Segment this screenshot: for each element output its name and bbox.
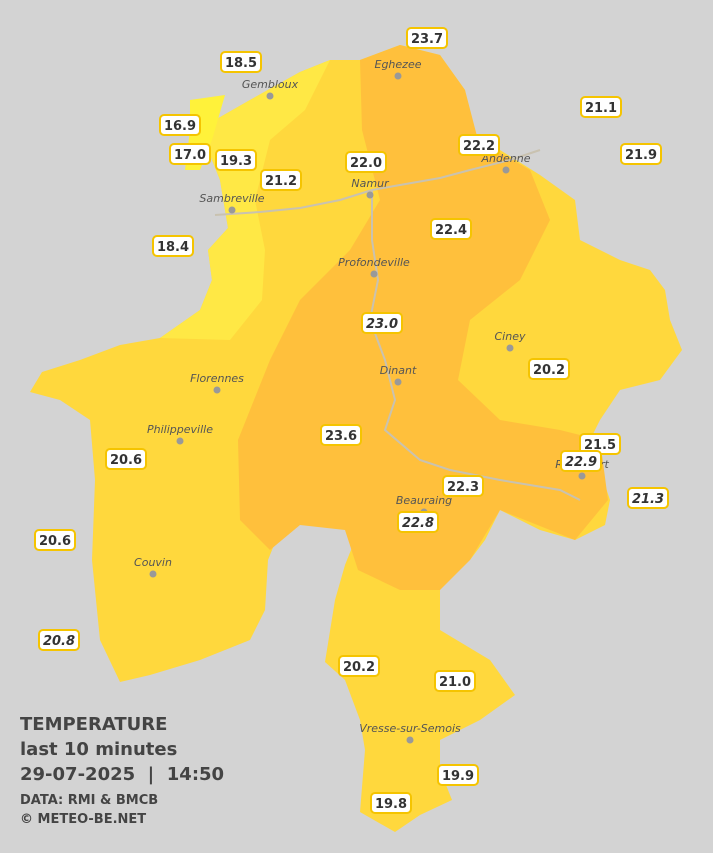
- station-box: [397, 511, 439, 533]
- station-box: [437, 764, 479, 786]
- station-box: [580, 96, 622, 118]
- station-box: [38, 629, 80, 651]
- city-dot: [213, 386, 221, 394]
- city-label: Profondeville: [338, 256, 410, 269]
- cooler-zone: [160, 60, 330, 340]
- city-label: Vresse-sur-Semois: [359, 722, 461, 735]
- station-temperature: 22.4: [435, 223, 467, 238]
- station-temperature: 21.2: [265, 174, 297, 189]
- station-box: [430, 218, 472, 240]
- station-temperature: 18.5: [225, 56, 257, 71]
- station-box: [442, 475, 484, 497]
- legend-title: TEMPERATURE: [20, 714, 167, 735]
- station-temperature: 20.6: [110, 453, 142, 468]
- city-label: Beauraing: [396, 494, 452, 507]
- city-dot: [578, 472, 586, 480]
- city-label: Florennes: [190, 372, 244, 385]
- station-box: [152, 235, 194, 257]
- warm-zone: [238, 45, 608, 590]
- station-temperature: 22.3: [447, 480, 479, 495]
- station-temperature: 20.6: [39, 534, 71, 549]
- river: [214, 149, 541, 216]
- station-box: [361, 312, 403, 334]
- city-label: Sambreville: [199, 192, 264, 205]
- station-box: [528, 358, 570, 380]
- city-label: Namur: [351, 177, 390, 190]
- city-dot: [266, 92, 274, 100]
- city-dot: [506, 344, 514, 352]
- station-box: [370, 792, 412, 814]
- city-label: Dinant: [380, 364, 417, 377]
- station-temperature: 19.3: [220, 154, 252, 169]
- station-temperature: 23.6: [325, 429, 357, 444]
- station-temperature: 21.3: [632, 492, 664, 507]
- station-box: [458, 134, 500, 156]
- station-box: [434, 670, 476, 692]
- station-temperature: 20.8: [43, 634, 75, 649]
- city-label: Ciney: [495, 330, 526, 343]
- station-temperature: 19.9: [442, 769, 474, 784]
- city-dot: [149, 570, 157, 578]
- station-box: [620, 143, 662, 165]
- city-dot: [176, 437, 184, 445]
- station-temperature: 22.9: [565, 455, 597, 470]
- city-label: Eghezee: [375, 58, 422, 71]
- city-dot: [394, 72, 402, 80]
- city-dot: [366, 191, 374, 199]
- station-temperature: 22.8: [402, 516, 434, 531]
- station-box: [215, 149, 257, 171]
- station-box: [159, 114, 201, 136]
- station-temperature: 20.2: [343, 660, 375, 675]
- station-temperature: 22.2: [463, 139, 495, 154]
- legend-copyright: © METEO-BE.NET: [20, 812, 146, 827]
- station-temperature: 23.7: [411, 32, 443, 47]
- city-label: Couvin: [134, 556, 172, 569]
- station-temperature: 16.9: [164, 119, 196, 134]
- legend-subtitle: last 10 minutes: [20, 739, 177, 760]
- station-temperature: 23.0: [366, 317, 398, 332]
- station-temperature: 20.2: [533, 363, 565, 378]
- station-box: [320, 424, 362, 446]
- station-box: [406, 27, 448, 49]
- station-box: [260, 169, 302, 191]
- legend-datetime: 29-07-2025 | 14:50: [20, 764, 224, 785]
- city-dot: [502, 166, 510, 174]
- station-box: [560, 450, 602, 472]
- city-dot: [406, 736, 414, 744]
- station-box: [338, 655, 380, 677]
- station-temperature: 19.8: [375, 797, 407, 812]
- city-dot: [228, 206, 236, 214]
- station-temperature: 21.5: [584, 438, 616, 453]
- station-box: [105, 448, 147, 470]
- station-box: [169, 143, 211, 165]
- station-temperature: 21.1: [585, 101, 617, 116]
- legend-source: DATA: RMI & BMCB: [20, 793, 158, 808]
- station-box: [220, 51, 262, 73]
- city-label: Philippeville: [147, 423, 213, 436]
- station-temperature: 22.0: [350, 156, 382, 171]
- station-temperature: 18.4: [157, 240, 189, 255]
- city-label: Gembloux: [242, 78, 299, 91]
- city-dot: [394, 378, 402, 386]
- station-box: [627, 487, 669, 509]
- station-box: [345, 151, 387, 173]
- station-temperature: 21.0: [439, 675, 471, 690]
- station-temperature: 21.9: [625, 148, 657, 163]
- station-box: [34, 529, 76, 551]
- city-dot: [370, 270, 378, 278]
- station-temperature: 17.0: [174, 148, 206, 163]
- legend: TEMPERATURE last 10 minutes 29-07-2025 |…: [20, 714, 224, 827]
